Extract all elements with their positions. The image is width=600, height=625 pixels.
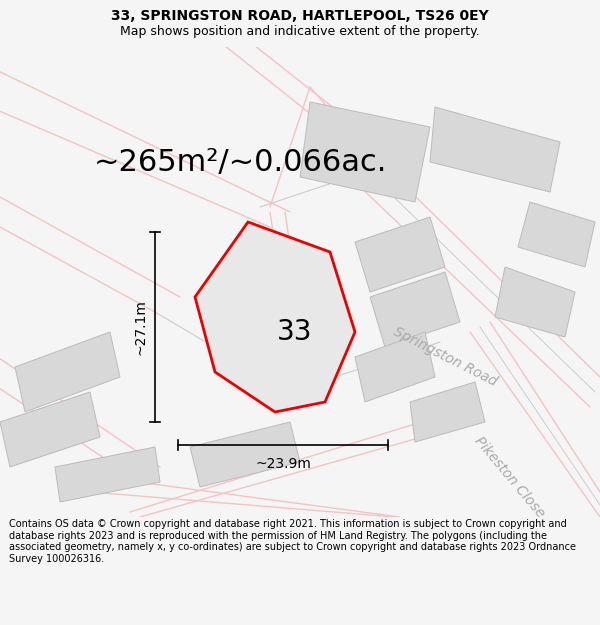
Text: Springston Road: Springston Road [391, 325, 499, 389]
Polygon shape [370, 272, 460, 347]
Polygon shape [355, 217, 445, 292]
Polygon shape [430, 107, 560, 192]
Text: 33: 33 [277, 318, 313, 346]
Polygon shape [518, 202, 595, 267]
Polygon shape [495, 267, 575, 337]
Polygon shape [190, 422, 300, 487]
Polygon shape [300, 102, 430, 202]
Polygon shape [410, 382, 485, 442]
Text: Contains OS data © Crown copyright and database right 2021. This information is : Contains OS data © Crown copyright and d… [9, 519, 576, 564]
Polygon shape [15, 332, 120, 412]
Polygon shape [55, 447, 160, 502]
Text: ~265m²/~0.066ac.: ~265m²/~0.066ac. [94, 148, 386, 176]
Text: ~23.9m: ~23.9m [255, 457, 311, 471]
Text: Pikeston Close: Pikeston Close [472, 434, 548, 520]
Polygon shape [195, 222, 355, 412]
Text: ~27.1m: ~27.1m [133, 299, 147, 355]
Polygon shape [0, 392, 100, 467]
Text: 33, SPRINGSTON ROAD, HARTLEPOOL, TS26 0EY: 33, SPRINGSTON ROAD, HARTLEPOOL, TS26 0E… [111, 9, 489, 23]
Polygon shape [355, 332, 435, 402]
Text: Map shows position and indicative extent of the property.: Map shows position and indicative extent… [120, 24, 480, 38]
